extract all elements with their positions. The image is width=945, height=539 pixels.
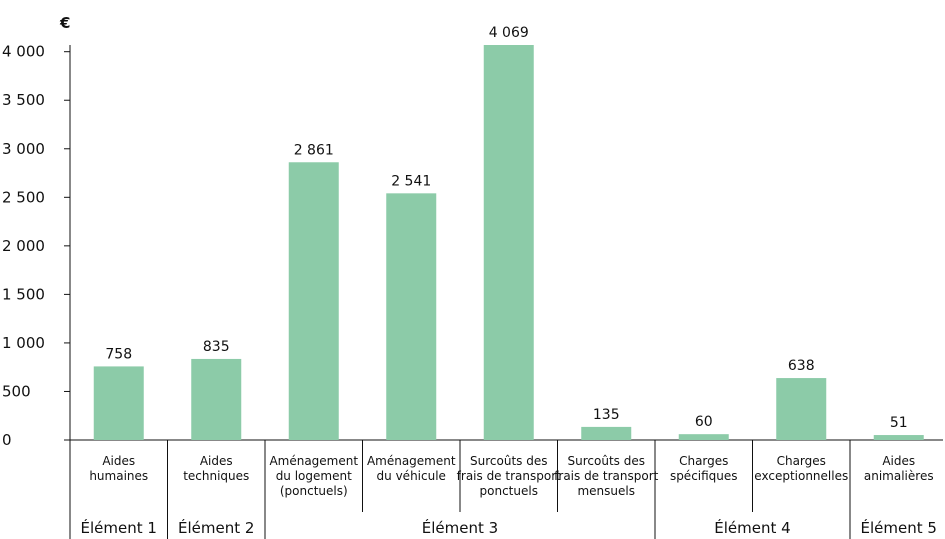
data-label: 2 861 xyxy=(294,142,334,158)
y-tick-label: 4 000 xyxy=(2,43,45,61)
y-tick-label: 3 500 xyxy=(2,91,45,109)
category-label: Aides humaines xyxy=(89,454,148,483)
y-tick-label: 2 000 xyxy=(2,237,45,255)
bar xyxy=(191,358,242,440)
y-tick-label: 2 500 xyxy=(2,188,45,206)
bar xyxy=(386,193,437,440)
y-tick-label: 3 000 xyxy=(2,140,45,158)
labels: 0 500 1 000 1 500 2 000 2 500 3 000 3 500 4 000 7… xyxy=(2,25,937,537)
data-label: 60 xyxy=(695,414,713,430)
bar xyxy=(93,366,144,440)
category-label: Charges exceptionnelles xyxy=(754,454,848,483)
bar xyxy=(678,434,729,440)
category-label: Aides techniques xyxy=(183,454,249,483)
data-label: 638 xyxy=(788,358,815,374)
y-tick-label: 500 xyxy=(2,382,31,400)
category-label: Aménagement du véhicule xyxy=(367,454,456,483)
category-label: Surcoûts des frais de transport ponctuels xyxy=(457,454,561,498)
data-label: 4 069 xyxy=(489,25,529,41)
y-axis-unit-label: € xyxy=(59,14,70,32)
data-label: 135 xyxy=(593,407,620,423)
bar xyxy=(581,426,632,440)
data-label: 51 xyxy=(890,415,908,431)
data-label: 758 xyxy=(105,346,132,362)
y-tick-label: 0 xyxy=(2,431,12,449)
bars xyxy=(93,45,924,440)
group-label: Élément 1 xyxy=(81,518,157,537)
group-label: Élément 5 xyxy=(861,518,937,537)
y-tick-label: 1 000 xyxy=(2,334,45,352)
y-tick-label: 1 500 xyxy=(2,285,45,303)
group-label: Élément 4 xyxy=(714,518,790,537)
bar xyxy=(288,162,339,440)
category-label: Aménagement du logement (ponctuels) xyxy=(269,454,358,498)
bar xyxy=(776,378,827,440)
group-label: Élément 3 xyxy=(422,518,498,537)
bar xyxy=(483,45,534,440)
data-label: 2 541 xyxy=(391,173,431,189)
group-label: Élément 2 xyxy=(178,518,254,537)
data-label: 835 xyxy=(203,339,230,355)
category-label: Surcoûts des frais de transport mensuels xyxy=(554,454,658,498)
bar xyxy=(873,435,924,440)
category-label: Aides animalières xyxy=(864,454,934,483)
category-label: Charges spécifiques xyxy=(670,454,738,483)
